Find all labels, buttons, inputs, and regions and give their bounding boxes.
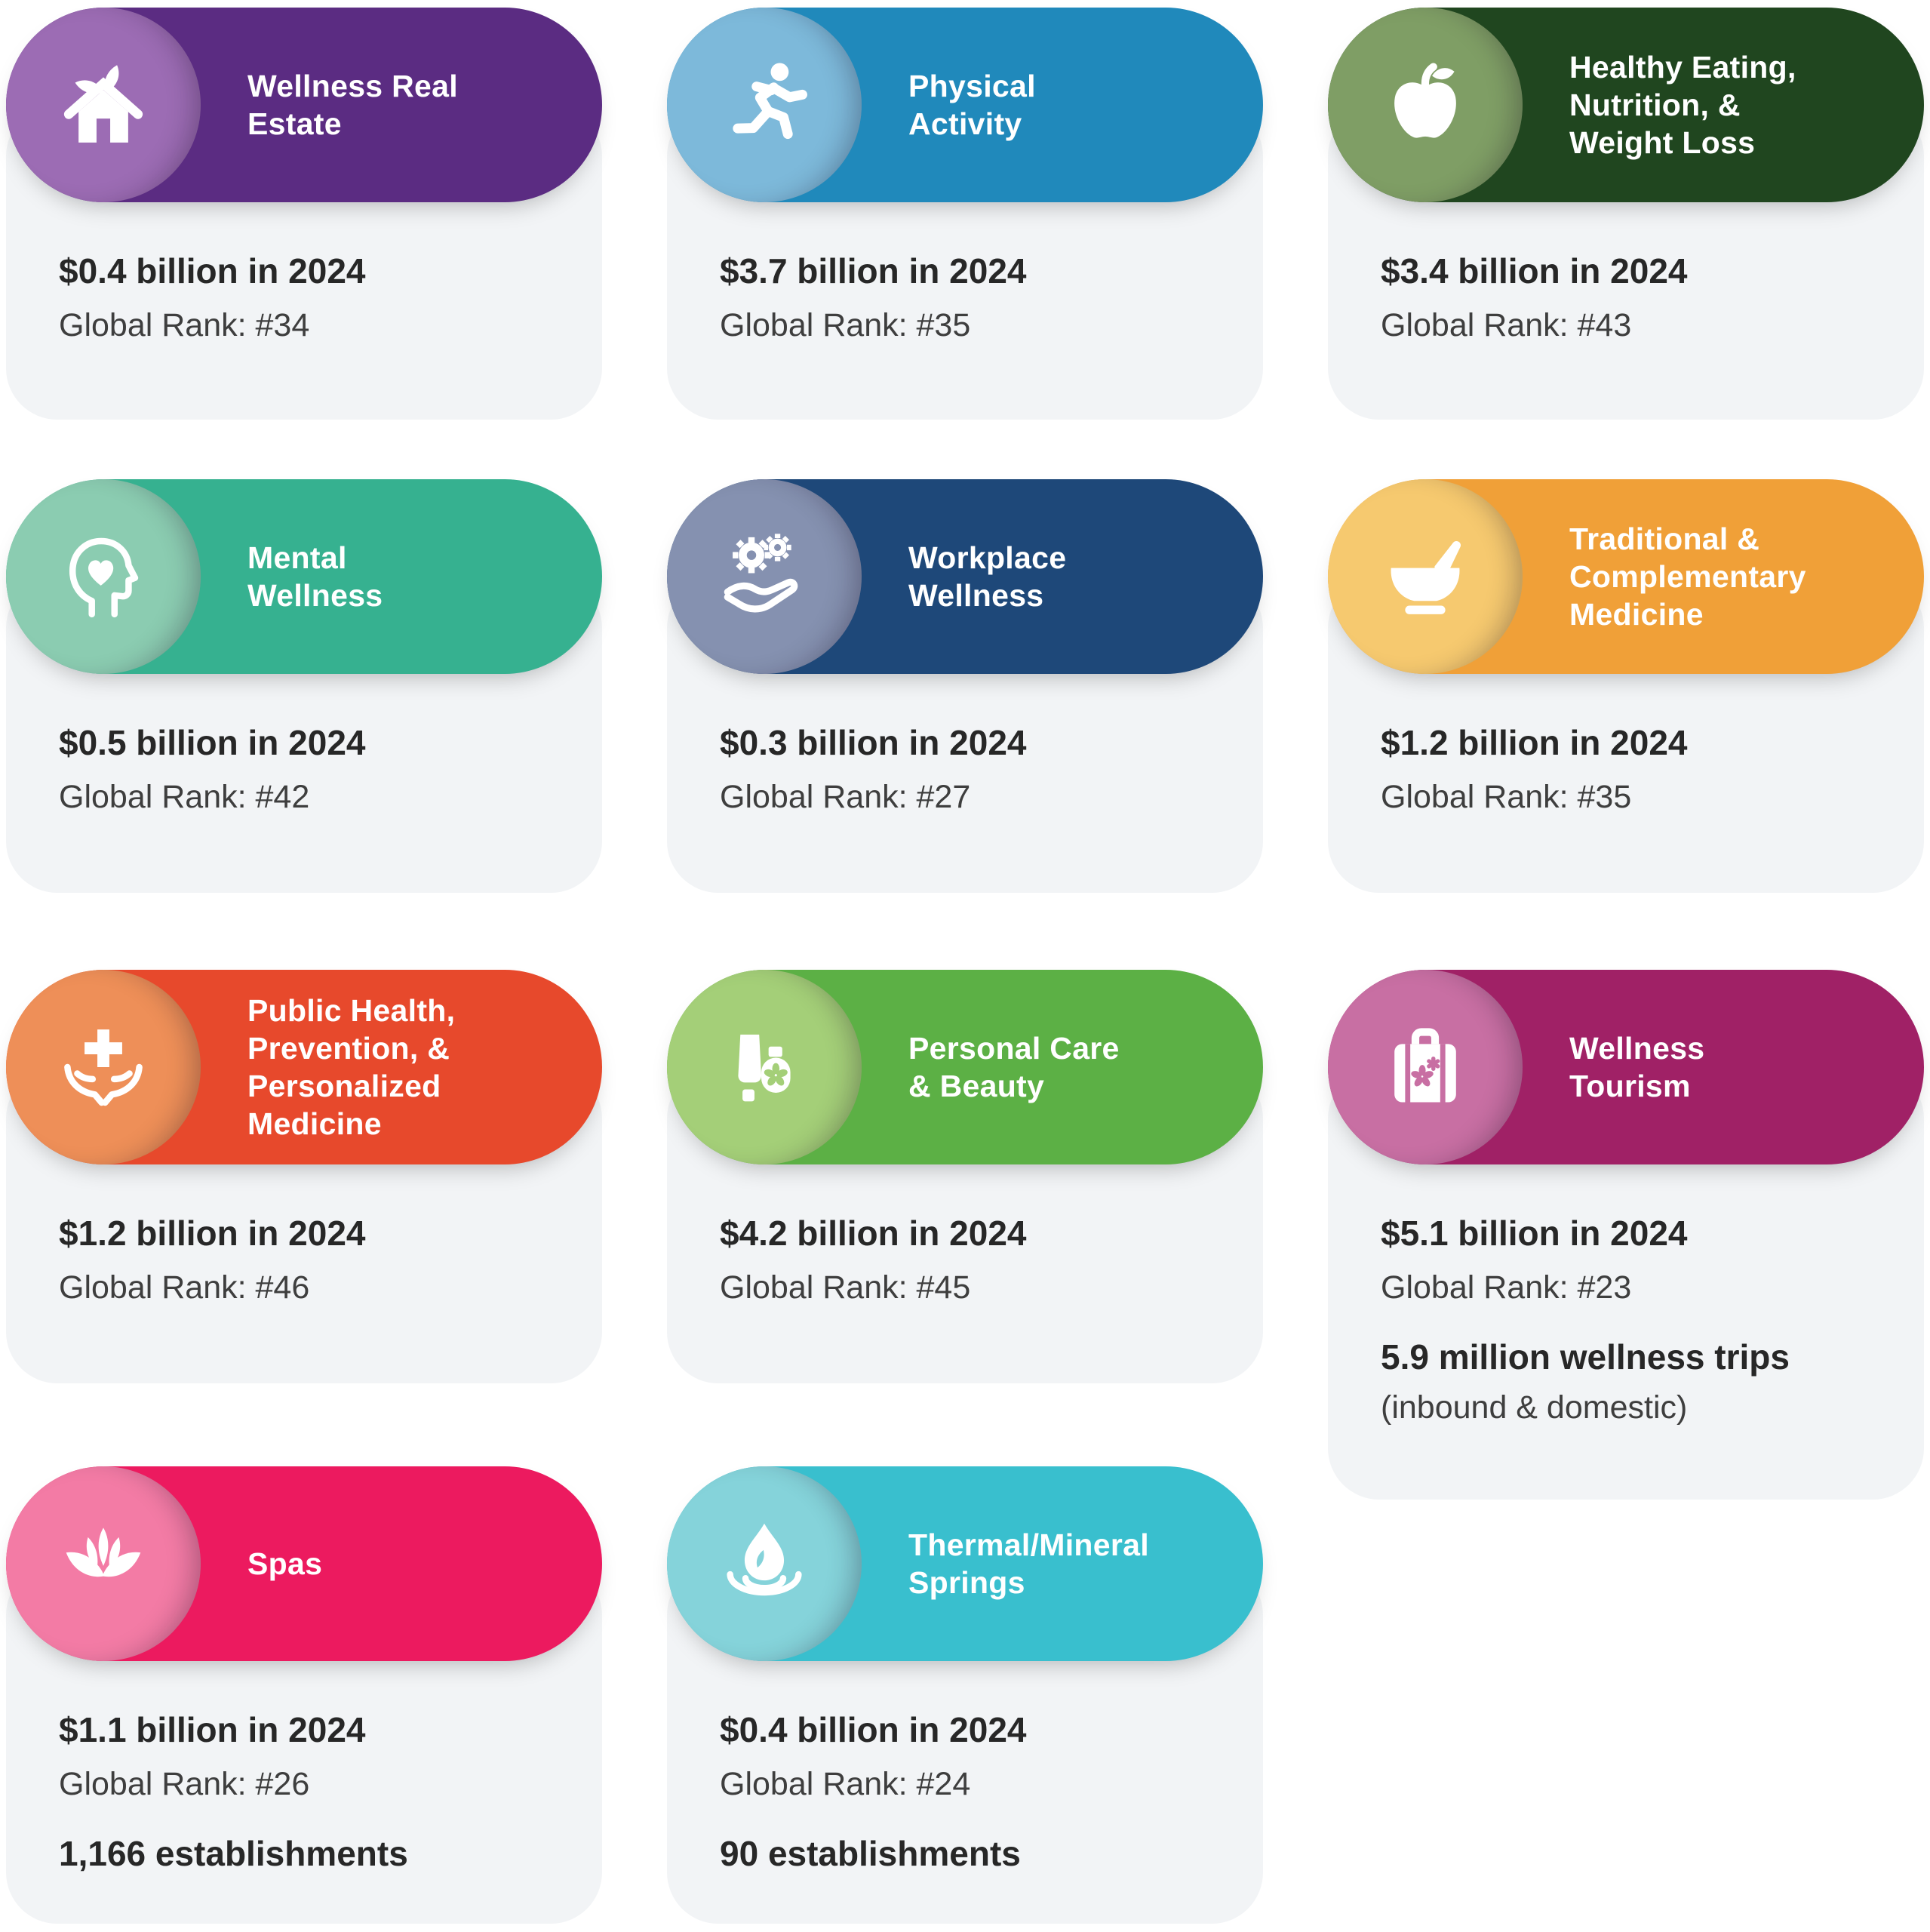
market-value: $3.7 billion in 2024 <box>720 251 1027 291</box>
icon-circle <box>667 970 862 1164</box>
extra-stat: 90 establishments <box>720 1833 1021 1873</box>
apple-icon <box>1394 63 1456 138</box>
market-value: $0.3 billion in 2024 <box>720 723 1027 762</box>
global-rank: Global Rank: #27 <box>720 778 971 815</box>
global-rank: Global Rank: #26 <box>59 1765 310 1802</box>
icon-circle <box>667 8 862 202</box>
icon-circle <box>1328 479 1523 674</box>
card-healthy-eating: $3.4 billion in 2024 Global Rank: #43 He… <box>1328 8 1924 420</box>
global-rank: Global Rank: #45 <box>720 1269 971 1306</box>
lotus-icon <box>66 1527 141 1577</box>
icon-circle <box>6 479 201 674</box>
global-rank: Global Rank: #34 <box>59 306 310 343</box>
card-wellness-tourism: $5.1 billion in 2024 Global Rank: #23 5.… <box>1328 970 1924 1500</box>
gears-hand-icon <box>724 534 798 613</box>
card-personal-care-beauty: $4.2 billion in 2024 Global Rank: #45 Pe… <box>667 970 1263 1383</box>
extra-note: (inbound & domestic) <box>1381 1389 1688 1426</box>
category-title: Mental Wellness <box>247 540 383 613</box>
extra-stat: 5.9 million wellness trips <box>1381 1337 1790 1377</box>
market-value: $1.2 billion in 2024 <box>59 1214 366 1253</box>
runner-icon <box>733 63 807 140</box>
hands-cross-icon <box>64 1029 143 1106</box>
cosmetics-icon <box>738 1034 791 1102</box>
icon-circle <box>6 8 201 202</box>
market-value: $3.4 billion in 2024 <box>1381 251 1688 291</box>
card-spas: $1.1 billion in 2024 Global Rank: #26 1,… <box>6 1466 602 1924</box>
head-heart-icon <box>69 537 139 618</box>
house-leaf-icon <box>63 65 143 143</box>
global-rank: Global Rank: #35 <box>720 306 971 343</box>
suitcase-flower-icon <box>1394 1028 1456 1103</box>
category-title: Workplace Wellness <box>908 540 1067 613</box>
category-title: Wellness Tourism <box>1569 1030 1705 1103</box>
market-value: $4.2 billion in 2024 <box>720 1214 1027 1253</box>
mortar-pestle-icon <box>1391 541 1461 614</box>
category-title: Public Health, Prevention, & Personalize… <box>247 992 456 1142</box>
category-title: Personal Care & Beauty <box>908 1030 1120 1103</box>
global-rank: Global Rank: #43 <box>1381 306 1632 343</box>
icon-circle <box>6 1466 201 1661</box>
card-wellness-real-estate: $0.4 billion in 2024 Global Rank: #34 We… <box>6 8 602 420</box>
market-value: $5.1 billion in 2024 <box>1381 1214 1688 1253</box>
category-title: Healthy Eating, Nutrition, & Weight Loss <box>1569 49 1796 160</box>
card-thermal-mineral-springs: $0.4 billion in 2024 Global Rank: #24 90… <box>667 1466 1263 1924</box>
global-rank: Global Rank: #35 <box>1381 778 1632 815</box>
card-mental-wellness: $0.5 billion in 2024 Global Rank: #42 Me… <box>6 479 602 893</box>
card-traditional-complementary-medicine: $1.2 billion in 2024 Global Rank: #35 Tr… <box>1328 479 1924 893</box>
category-title: Physical Activity <box>908 68 1036 141</box>
icon-circle <box>667 479 862 674</box>
global-rank: Global Rank: #23 <box>1381 1269 1632 1306</box>
global-rank: Global Rank: #46 <box>59 1269 310 1306</box>
icon-circle <box>6 970 201 1164</box>
market-value: $1.1 billion in 2024 <box>59 1710 366 1749</box>
market-value: $0.4 billion in 2024 <box>720 1710 1027 1749</box>
global-rank: Global Rank: #24 <box>720 1765 971 1802</box>
market-value: $0.4 billion in 2024 <box>59 251 366 291</box>
water-drop-icon <box>727 1523 802 1596</box>
category-title: Wellness Real Estate <box>247 68 458 141</box>
global-rank: Global Rank: #42 <box>59 778 310 815</box>
market-value: $1.2 billion in 2024 <box>1381 723 1688 762</box>
category-title: Spas <box>247 1546 323 1581</box>
extra-stat: 1,166 establishments <box>59 1833 408 1873</box>
market-value: $0.5 billion in 2024 <box>59 723 366 762</box>
icon-circle <box>667 1466 862 1661</box>
card-public-health: $1.2 billion in 2024 Global Rank: #46 Pu… <box>6 970 602 1383</box>
card-physical-activity: $3.7 billion in 2024 Global Rank: #35 Ph… <box>667 8 1263 420</box>
category-title: Thermal/Mineral Springs <box>908 1527 1149 1600</box>
icon-circle <box>1328 8 1523 202</box>
card-workplace-wellness: $0.3 billion in 2024 Global Rank: #27 Wo… <box>667 479 1263 893</box>
icon-circle <box>1328 970 1523 1164</box>
category-title: Traditional & Complementary Medicine <box>1569 521 1806 632</box>
